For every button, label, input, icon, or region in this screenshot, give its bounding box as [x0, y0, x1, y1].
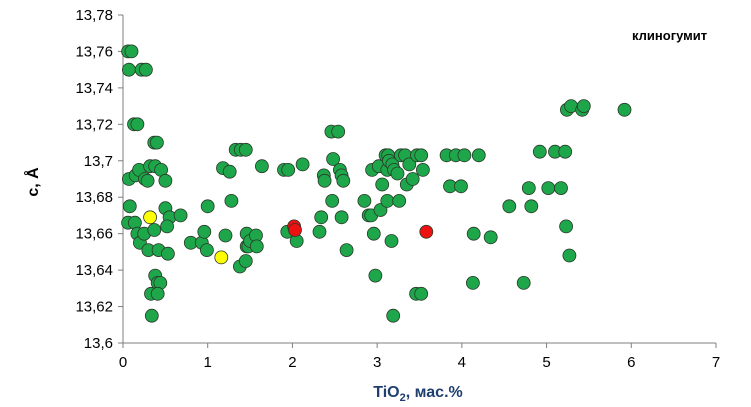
green-data-point: [124, 44, 139, 59]
green-data-point: [390, 166, 405, 181]
y-tick-labels: 13,6 13,62 13,64 13,66 13,68 13,7 13,72 13,74 13…: [75, 7, 113, 352]
green-data-point: [576, 99, 591, 113]
green-data-point: [122, 199, 137, 214]
green-data-point: [149, 135, 164, 150]
red-data-point: [419, 224, 434, 239]
green-data-point: [238, 254, 253, 268]
green-data-point: [249, 239, 264, 254]
green-data-point: [380, 193, 395, 208]
green-data-point: [502, 199, 517, 214]
green-data-point: [405, 172, 420, 186]
yellow-data-point: [143, 210, 158, 225]
green-data-point: [254, 159, 269, 174]
y-tick-label: 13,62: [75, 299, 113, 316]
green-data-point: [384, 234, 399, 248]
green-data-point: [554, 181, 568, 196]
x-tick-labels: 0 1 2 3 4 5 6 7: [119, 354, 720, 371]
green-data-point: [281, 162, 296, 177]
green-data-point: [366, 226, 381, 241]
x-tick-label: 4: [458, 354, 466, 371]
green-data-point: [339, 243, 354, 258]
green-data-point: [138, 62, 153, 77]
green-data-point: [414, 286, 429, 301]
green-data-point: [331, 124, 346, 139]
green-data-point: [521, 181, 536, 196]
green-data-point: [295, 157, 310, 172]
green-data-point: [140, 173, 155, 188]
y-tick-label: 13,7: [84, 153, 113, 170]
green-data-point: [457, 148, 472, 163]
x-tick-label: 6: [627, 354, 635, 371]
y-axis-label: c, Å: [23, 167, 42, 197]
green-data-point: [357, 193, 372, 208]
green-data-point: [200, 199, 215, 214]
y-tick-label: 13,72: [75, 116, 113, 133]
x-axis-label: TiO2, мас.%: [373, 384, 462, 404]
green-data-point: [617, 102, 632, 117]
data-points: [121, 44, 632, 323]
green-data-point: [516, 275, 531, 290]
green-data-point: [147, 223, 162, 237]
green-data-point: [199, 243, 214, 258]
green-data-point: [466, 226, 481, 241]
green-data-point: [454, 179, 468, 194]
y-tick-label: 13,68: [75, 189, 113, 206]
green-data-point: [218, 228, 233, 243]
x-axis-label-subscript: 2: [400, 392, 406, 404]
green-data-point: [317, 173, 332, 188]
green-data-point: [415, 162, 430, 177]
green-data-point: [559, 219, 573, 234]
green-data-point: [562, 248, 577, 263]
green-data-point: [465, 275, 480, 290]
y-tick-label: 13,74: [75, 80, 113, 97]
green-data-point: [541, 181, 556, 196]
green-data-point: [312, 224, 327, 239]
green-data-point: [173, 208, 188, 223]
green-data-point: [325, 193, 340, 208]
annotation-label: клиногумит: [632, 28, 707, 43]
green-data-point: [160, 219, 175, 234]
green-data-point: [314, 210, 329, 225]
x-axis-label-main: TiO: [373, 384, 399, 401]
green-data-point: [386, 308, 401, 323]
green-data-point: [368, 268, 383, 283]
y-tick-label: 13,64: [75, 262, 113, 279]
green-data-point: [197, 224, 212, 239]
green-data-point: [222, 164, 237, 179]
x-tick-label: 2: [288, 354, 296, 371]
x-tick-label: 1: [204, 354, 212, 371]
green-data-point: [160, 246, 175, 261]
x-tick-label: 7: [712, 354, 720, 371]
green-data-point: [224, 193, 239, 208]
green-data-point: [334, 210, 349, 225]
green-data-point: [158, 173, 173, 188]
y-tick-label: 13,76: [75, 43, 113, 60]
green-data-point: [238, 142, 253, 157]
green-data-point: [558, 144, 573, 159]
green-data-point: [532, 144, 547, 159]
y-tick-label: 13,78: [75, 7, 113, 24]
y-tick-label: 13,6: [84, 335, 113, 352]
green-data-point: [326, 152, 341, 166]
green-data-point: [121, 62, 136, 77]
green-data-point: [402, 157, 417, 172]
green-data-point: [336, 173, 351, 188]
x-axis-label-unit: , мас.%: [406, 384, 463, 401]
green-data-point: [471, 148, 486, 163]
green-data-point: [414, 148, 429, 163]
green-data-point: [392, 193, 407, 208]
x-tick-label: 0: [119, 354, 127, 371]
x-tick-label: 3: [373, 354, 381, 371]
x-tick-label: 5: [542, 354, 550, 371]
y-tick-label: 13,66: [75, 226, 113, 243]
red-data-point: [288, 223, 302, 237]
green-data-point: [130, 117, 145, 132]
green-data-point: [524, 199, 539, 214]
green-data-point: [375, 177, 390, 192]
green-data-point: [144, 308, 159, 323]
green-data-point: [483, 230, 498, 245]
yellow-data-point: [214, 250, 229, 265]
green-data-point: [150, 286, 165, 301]
